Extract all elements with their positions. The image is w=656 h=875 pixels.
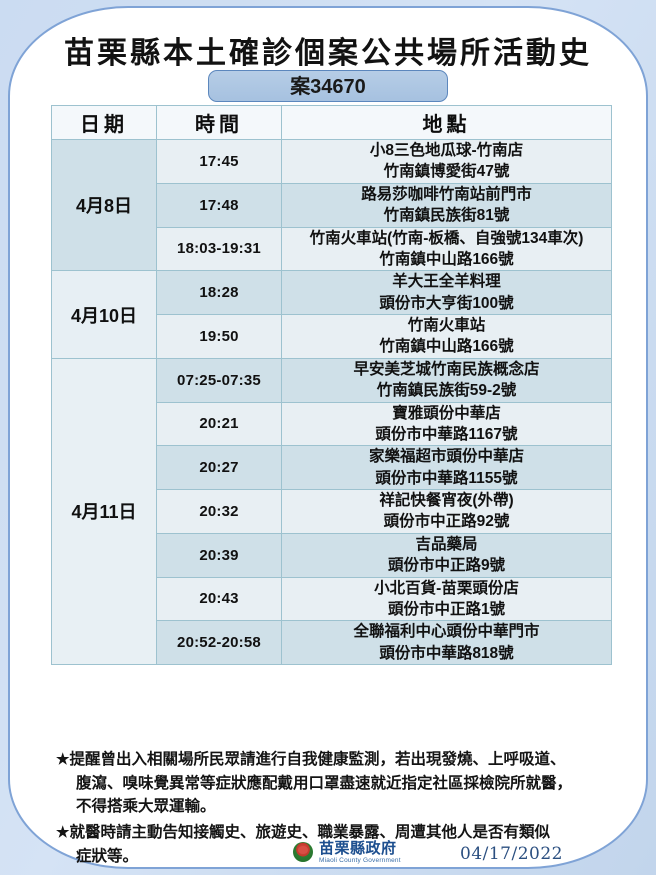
note-item: ★就醫時請主動告知接觸史、旅遊史、職業暴露、周遭其他人是否有類似 症狀等。 <box>56 820 616 867</box>
note-line: 不得搭乘大眾運輸。 <box>76 796 216 816</box>
place-name: 竹南火車站 <box>407 317 486 334</box>
logo-text-chinese: 苗栗縣政府 <box>319 839 397 857</box>
page-title: 苗栗縣本土確診個案公共場所活動史 <box>64 36 592 71</box>
case-number-badge: 案34670 <box>208 70 448 102</box>
government-logo: 苗栗縣政府 Miaoli County Government <box>293 839 401 864</box>
time-cell: 18:28 <box>156 270 282 315</box>
white-panel: 苗栗縣本土確診個案公共場所活動史 案34670 日期 時間 地點 <box>8 6 648 869</box>
place-name: 寶雅頭份中華店 <box>392 404 501 422</box>
place-cell: 家樂福超市頭份中華店 頭份市中華路1155號 <box>281 445 612 490</box>
table-row: 4月8日 17:45 小8三色地瓜球-竹南店 竹南鎮博愛街47號 <box>51 138 612 272</box>
place-cell: 小8三色地瓜球-竹南店 竹南鎮博愛街47號 <box>281 139 612 184</box>
place-address: 頭份市中華路818號 <box>379 644 514 662</box>
column-header-date: 日期 <box>51 105 157 140</box>
time-cell: 20:32 <box>156 489 282 534</box>
place-name: 全聯福利中心頭份中華門市 <box>353 623 540 641</box>
time-cell: 20:39 <box>156 532 282 578</box>
note-item: ★提醒曾出入相關場所民眾請進行自我健康監測，若出現發燒、上呼吸道、 腹瀉、嗅味覺… <box>56 747 616 818</box>
place-cell: 寶雅頭份中華店 頭份市中華路1167號 <box>281 401 612 447</box>
notes-section: ★提醒曾出入相關場所民眾請進行自我健康監測，若出現發燒、上呼吸道、 腹瀉、嗅味覺… <box>56 747 616 869</box>
note-line: 症狀等。 <box>76 845 139 865</box>
place-address: 頭份市中華路1155號 <box>375 469 518 487</box>
table-row: 20:32 祥記快餐宵夜(外帶) 頭份市中正路92號 <box>52 489 612 534</box>
place-name: 家樂福超市頭份中華店 <box>368 448 524 466</box>
activity-history-table: 日期 時間 地點 4月8日 17:45 小8三色地瓜球-竹南店 竹南鎮博愛街47號 17… <box>51 105 612 666</box>
logo-text-group: 苗栗縣政府 Miaoli County Government <box>319 839 401 864</box>
place-cell: 全聯福利中心頭份中華門市 頭份市中華路818號 <box>281 620 612 665</box>
logo-text-english: Miaoli County Government <box>319 856 401 864</box>
panel-inner: 苗栗縣本土確診個案公共場所活動史 案34670 日期 時間 地點 <box>10 8 646 867</box>
table-row: 20:27 家樂福超市頭份中華店 頭份市中華路1155號 <box>52 445 612 490</box>
place-address: 頭份市中正路1號 <box>387 600 506 618</box>
star-icon: ★ <box>56 822 70 841</box>
note-line: 就醫時請主動告知接觸史、旅遊史、職業暴露、周遭其他人是否有類似 <box>69 821 550 841</box>
table-body: 4月8日 17:45 小8三色地瓜球-竹南店 竹南鎮博愛街47號 17:48 路易莎咖啡竹… <box>51 138 612 666</box>
date-cell: 4月8日 <box>51 138 157 272</box>
table-row: 20:43 小北百貨-苗栗頭份店 頭份市中正路1號 <box>52 576 612 622</box>
table-header-row: 日期 時間 地點 <box>51 105 612 140</box>
time-cell: 20:52-20:58 <box>156 620 282 665</box>
place-cell: 竹南火車站(竹南-板橋、自強號134車次) 竹南鎮中山路166號 <box>281 226 612 272</box>
column-header-time: 時間 <box>156 105 282 140</box>
date-cell: 4月11日 <box>51 357 157 666</box>
place-address: 竹南鎮民族街59-2號 <box>376 382 517 400</box>
place-address: 竹南鎮民族街81號 <box>383 207 510 225</box>
place-cell: 吉品藥局頭份市中正路9號 <box>281 532 612 578</box>
time-cell: 17:48 <box>156 182 282 228</box>
table-row: 19:50 竹南火車站 竹南鎮中山路166號 <box>52 314 612 359</box>
place-name: 小8三色地瓜球-竹南店 <box>369 142 524 159</box>
schedule-table-container: 日期 時間 地點 4月8日 17:45 小8三色地瓜球-竹南店 竹南鎮博愛街47號 17… <box>51 105 612 666</box>
place-name: 竹南火車站(竹南-板橋、自強號134車次) <box>309 229 584 247</box>
time-cell: 20:21 <box>156 401 282 447</box>
note-line: 提醒曾出入相關場所民眾請進行自我健康監測，若出現發燒、上呼吸道、 <box>69 749 566 768</box>
place-address: 頭份市中華路1167號 <box>375 425 518 443</box>
table-row: 4月11日 07:25-07:35 早安美芝城竹南民族概念店 竹南鎮民族街59-2號 <box>51 357 612 666</box>
table-row: 20:21 寶雅頭份中華店 頭份市中華路1167號 <box>52 401 612 447</box>
table-row: 4月10日 18:28 羊大王全羊料理 頭份市大亨街100號 <box>51 270 612 359</box>
star-icon: ★ <box>56 750 70 768</box>
note-line: 腹瀉、嗅味覺異常等症狀應配戴用口罩盡速就近指定社區採檢院所就醫， <box>76 772 573 792</box>
table-header: 日期 時間 地點 <box>51 105 612 140</box>
place-cell: 竹南火車站竹南鎮中山路166號 <box>281 314 612 359</box>
place-name: 祥記快餐宵夜(外帶) <box>379 492 514 509</box>
place-cell: 祥記快餐宵夜(外帶) 頭份市中正路92號 <box>281 489 612 534</box>
place-address: 頭份市中正路92號 <box>383 513 510 531</box>
place-name: 羊大王全羊料理 <box>392 273 501 291</box>
place-address: 竹南鎮中山路166號 <box>379 338 514 356</box>
place-cell: 小北百貨-苗栗頭份店 頭份市中正路1號 <box>281 576 612 622</box>
place-address: 竹南鎮中山路166號 <box>379 250 514 268</box>
place-name: 小北百貨-苗栗頭份店 <box>374 579 519 597</box>
column-header-place: 地點 <box>281 105 612 140</box>
place-cell: 羊大王全羊料理 頭份市大亨街100號 <box>281 270 612 315</box>
place-address: 竹南鎮博愛街47號 <box>383 163 510 181</box>
place-name: 早安美芝城竹南民族概念店 <box>353 360 540 378</box>
time-cell: 19:50 <box>156 314 282 359</box>
place-cell: 早安美芝城竹南民族概念店 竹南鎮民族街59-2號 <box>281 357 612 403</box>
publication-date: 04/17/2022 <box>460 844 563 864</box>
flower-emblem-icon <box>293 842 313 863</box>
table-row: 18:03-19:31 竹南火車站(竹南-板橋、自強號134車次) 竹南鎮中山路16… <box>52 226 612 272</box>
table-row: 20:39 吉品藥局 頭份市中正路9號 <box>52 532 612 578</box>
time-cell: 18:03-19:31 <box>156 226 282 272</box>
time-cell: 17:45 <box>156 139 282 184</box>
table-row: 20:52-20:58 全聯福利中心頭份中華門市 頭份市中華路818號 <box>52 620 612 665</box>
date-cell: 4月10日 <box>51 270 157 359</box>
time-cell: 07:25-07:35 <box>156 357 282 403</box>
time-cell: 20:27 <box>156 445 282 490</box>
place-name: 吉品藥局 <box>415 535 478 553</box>
place-address: 頭份市中正路9號 <box>387 557 506 575</box>
place-address: 頭份市大亨街100號 <box>379 294 514 312</box>
table-row: 17:48 路易莎咖啡竹南站前門市 竹南鎮民族街81號 <box>52 182 612 228</box>
place-cell: 路易莎咖啡竹南站前門市 竹南鎮民族街81號 <box>281 182 612 228</box>
time-cell: 20:43 <box>156 576 282 622</box>
place-name: 路易莎咖啡竹南站前門市 <box>361 185 532 203</box>
